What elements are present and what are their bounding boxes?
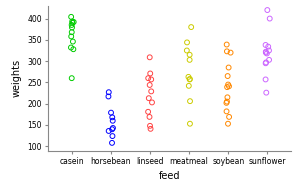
Point [106,91,111,94]
Point [148,72,153,75]
Point [184,49,189,52]
Point [71,48,76,51]
Point [150,101,154,104]
Point [226,122,230,125]
Point [184,41,189,44]
Point [69,15,74,18]
Point [226,66,231,69]
Point [106,130,111,133]
Point [225,96,230,99]
Point [265,8,270,12]
Point [186,84,191,87]
Point [186,75,191,78]
Point [110,141,114,144]
Point [225,85,230,89]
Point [226,83,230,86]
Point [110,135,115,138]
Point [224,101,229,104]
Point [267,17,272,20]
Point [263,78,268,81]
Point [70,20,75,23]
Y-axis label: weights: weights [12,59,22,97]
Point [188,100,192,103]
Point [266,45,271,48]
Point [149,90,154,93]
Point [69,46,74,49]
Point [146,77,151,80]
Point [263,50,268,53]
Point [263,43,268,47]
Point [149,78,154,81]
Point [147,83,152,86]
Point [147,115,152,119]
Point [148,124,152,127]
Point [70,26,74,29]
Point [187,53,192,56]
Point [226,85,231,88]
Point [69,35,74,38]
Point [189,25,194,29]
Point [70,21,75,24]
Point [264,91,269,94]
Point [225,74,230,78]
Point [187,58,192,61]
X-axis label: feed: feed [159,171,180,181]
Point [147,56,152,59]
Point [106,95,111,98]
Point [69,23,74,26]
Point [71,20,76,24]
Point [111,126,116,130]
Point [267,58,272,61]
Point [188,77,192,80]
Point [188,122,192,125]
Point [227,115,232,119]
Point [110,116,115,119]
Point [267,49,272,52]
Point [224,50,229,53]
Point [224,110,229,113]
Point [263,62,268,65]
Point [263,51,268,54]
Point [187,78,192,81]
Point [265,52,269,55]
Point [228,51,233,54]
Point [110,128,115,131]
Point [146,110,151,113]
Point [110,119,115,122]
Point [69,31,74,34]
Point [264,61,268,64]
Point [224,100,229,103]
Point [109,111,113,114]
Point [70,40,75,43]
Point [146,97,151,100]
Point [224,43,229,46]
Point [69,77,74,80]
Point [148,127,153,130]
